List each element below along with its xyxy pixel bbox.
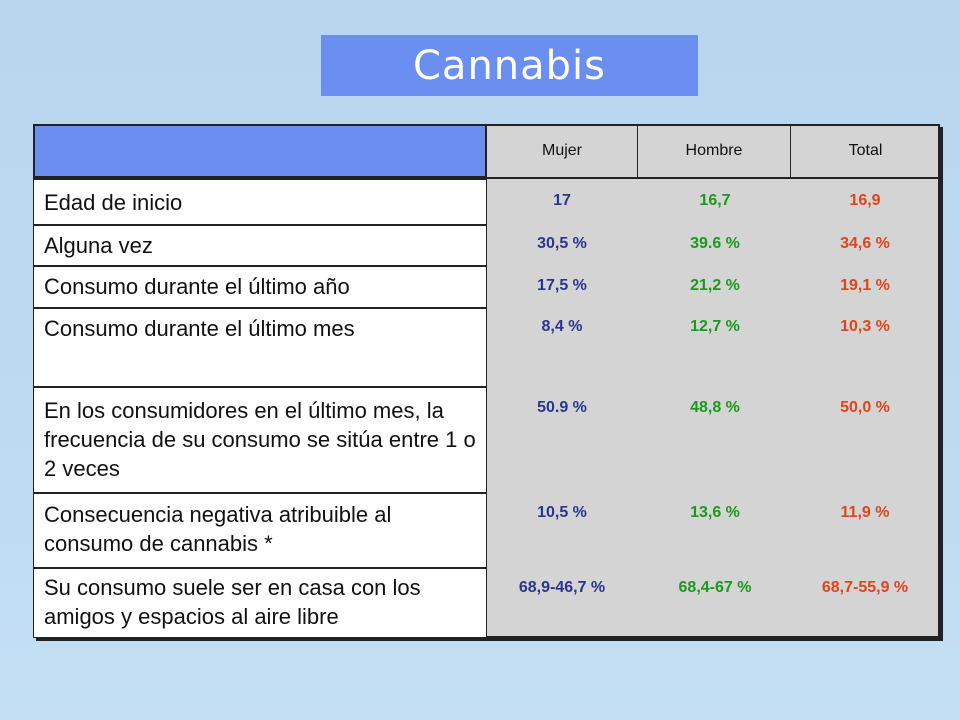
- cell-mujer: 50.9 %: [537, 399, 587, 416]
- cell-mujer: 30,5 %: [537, 235, 587, 252]
- header-divider: [33, 177, 940, 179]
- column-divider: [790, 124, 791, 178]
- cell-total: 19,1 %: [840, 277, 890, 294]
- row-label-lugar-consumo: Su consumo suele ser en casa con los ami…: [33, 568, 487, 638]
- cell-total: 11,9 %: [840, 504, 890, 521]
- cell-total: 34,6 %: [840, 235, 890, 252]
- row-label-ultimo-mes: Consumo durante el último mes: [33, 308, 487, 387]
- cell-mujer: 10,5 %: [537, 504, 587, 521]
- row-label-consecuencia: Consecuencia negativa atribuible al cons…: [33, 493, 487, 568]
- slide-title: Cannabis: [321, 35, 698, 96]
- cell-mujer: 8,4 %: [541, 318, 583, 335]
- cell-total: 68,7-55,9 %: [821, 579, 909, 596]
- row-label-alguna-vez: Alguna vez: [33, 225, 487, 266]
- cell-mujer: 17: [553, 192, 571, 209]
- column-header-hombre: Hombre: [685, 142, 743, 159]
- cell-mujer: 68,9-46,7 %: [518, 579, 606, 596]
- cell-total: 16,9: [849, 192, 881, 209]
- cell-hombre: 39.6 %: [690, 235, 740, 252]
- cell-mujer: 17,5 %: [537, 277, 587, 294]
- row-label-ultimo-ano: Consumo durante el último año: [33, 266, 487, 308]
- cell-hombre: 16,7: [699, 192, 731, 209]
- cell-hombre: 68,4-67 %: [678, 579, 752, 596]
- column-divider: [637, 124, 638, 178]
- cell-total: 10,3 %: [840, 318, 890, 335]
- header-label-cell: [33, 124, 487, 178]
- column-header-mujer: Mujer: [541, 142, 582, 159]
- cell-total: 50,0 %: [840, 399, 890, 416]
- cell-hombre: 48,8 %: [690, 399, 740, 416]
- cell-hombre: 21,2 %: [690, 277, 740, 294]
- row-label-frecuencia: En los consumidores en el último mes, la…: [33, 387, 487, 493]
- cell-hombre: 13,6 %: [690, 504, 740, 521]
- column-header-total: Total: [848, 142, 883, 159]
- row-label-edad-inicio: Edad de inicio: [33, 179, 487, 225]
- cell-hombre: 12,7 %: [690, 318, 740, 335]
